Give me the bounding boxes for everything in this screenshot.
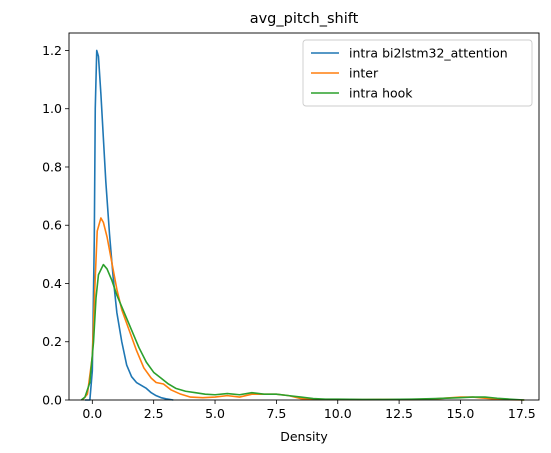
- y-tick-label: 0.0: [42, 393, 62, 408]
- axes-frame: [68, 32, 540, 401]
- x-axis: 0.0 2.5 5.0 7.5 10.0 12.5 15.0 17.5: [82, 400, 536, 421]
- x-tick-label: 10.0: [324, 406, 352, 421]
- legend-entry: inter: [349, 66, 379, 81]
- series-line-2: [80, 263, 525, 401]
- y-tick-label: 0.8: [42, 159, 62, 174]
- y-axis: 0.0 0.2 0.4 0.6 0.8 1.0 1.2: [42, 43, 69, 408]
- legend-box: [302, 39, 533, 107]
- x-tick-label: 17.5: [508, 406, 536, 421]
- legend-entry: intra bi2lstm32_attention: [349, 46, 508, 61]
- x-tick-label: 12.5: [385, 406, 413, 421]
- series-line-0: [84, 49, 174, 401]
- y-tick-label: 1.2: [42, 43, 62, 58]
- y-tick-label: 0.2: [42, 334, 62, 349]
- x-tick-label: 15.0: [447, 406, 475, 421]
- x-tick-label: 2.5: [144, 406, 164, 421]
- y-tick-label: 0.6: [42, 218, 62, 233]
- y-tick-label: 0.4: [42, 276, 62, 291]
- y-tick-label: 1.0: [42, 101, 62, 116]
- x-tick-label: 0.0: [82, 406, 102, 421]
- x-axis-label: Density: [280, 429, 328, 444]
- x-tick-label: 7.5: [266, 406, 286, 421]
- x-tick-label: 5.0: [205, 406, 225, 421]
- plot-area: [80, 49, 525, 401]
- legend-entry: intra hook: [349, 86, 413, 101]
- chart-title: avg_pitch_shift: [250, 11, 359, 27]
